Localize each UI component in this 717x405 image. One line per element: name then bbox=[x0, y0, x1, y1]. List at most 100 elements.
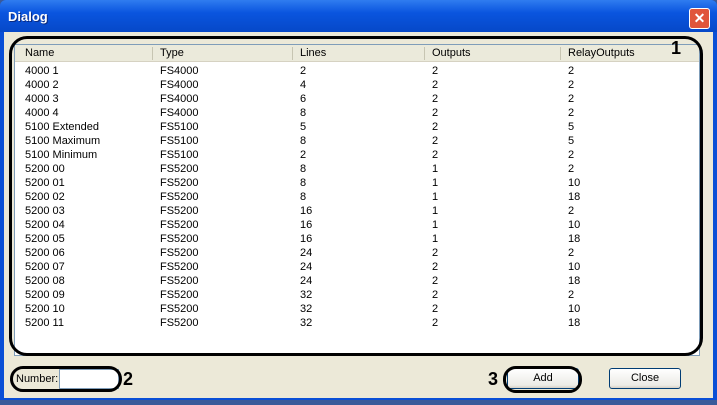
annotation-number-1: 1 bbox=[671, 38, 682, 58]
table-row[interactable]: 4000 3 FS4000 6 2 2 bbox=[15, 93, 699, 107]
cell-lines: 32 bbox=[300, 317, 313, 329]
cell-type: FS4000 bbox=[160, 93, 199, 105]
cell-lines: 8 bbox=[300, 177, 307, 189]
table-row[interactable]: 4000 2 FS4000 4 2 2 bbox=[15, 79, 699, 93]
table-row[interactable]: 5200 03 FS5200 16 1 2 bbox=[15, 205, 699, 219]
cell-lines: 32 bbox=[300, 303, 313, 315]
cell-lines: 24 bbox=[300, 247, 313, 259]
column-separator[interactable] bbox=[292, 47, 293, 60]
cell-name: 5100 Minimum bbox=[25, 149, 98, 161]
cell-lines: 4 bbox=[300, 79, 307, 91]
cell-outputs: 2 bbox=[432, 317, 439, 329]
cell-name: 4000 1 bbox=[25, 65, 59, 77]
cell-relayoutputs: 2 bbox=[568, 79, 575, 91]
table-row[interactable]: 5200 02 FS5200 8 1 18 bbox=[15, 191, 699, 205]
cell-relayoutputs: 2 bbox=[568, 65, 575, 77]
column-separator[interactable] bbox=[152, 47, 153, 60]
add-button[interactable]: Add bbox=[507, 368, 579, 389]
cell-relayoutputs: 18 bbox=[568, 233, 581, 245]
cell-relayoutputs: 5 bbox=[568, 121, 575, 133]
list-header: Name Type Lines Outputs RelayOutputs bbox=[15, 45, 701, 62]
cell-lines: 5 bbox=[300, 121, 307, 133]
table-row[interactable]: 5200 09 FS5200 32 2 2 bbox=[15, 289, 699, 303]
cell-type: FS5200 bbox=[160, 191, 199, 203]
cell-name: 5100 Maximum bbox=[25, 135, 101, 147]
column-separator[interactable] bbox=[560, 47, 561, 60]
number-label: Number: bbox=[16, 373, 59, 385]
number-input[interactable] bbox=[59, 369, 119, 389]
table-row[interactable]: 5200 10 FS5200 32 2 10 bbox=[15, 303, 699, 317]
close-button[interactable]: Close bbox=[609, 368, 681, 389]
cell-relayoutputs: 5 bbox=[568, 135, 575, 147]
device-types-list[interactable]: Name Type Lines Outputs RelayOutputs 4000 1 F… bbox=[14, 44, 701, 356]
cell-lines: 24 bbox=[300, 261, 313, 273]
cell-name: 5200 01 bbox=[25, 177, 65, 189]
cell-name: 4000 2 bbox=[25, 79, 59, 91]
cell-relayoutputs: 10 bbox=[568, 261, 581, 273]
close-x-icon[interactable]: ✕ bbox=[689, 8, 710, 29]
cell-type: FS5200 bbox=[160, 205, 199, 217]
column-header-outputs[interactable]: Outputs bbox=[432, 47, 471, 59]
cell-lines: 16 bbox=[300, 219, 313, 231]
cell-type: FS5200 bbox=[160, 303, 199, 315]
cell-name: 5200 11 bbox=[25, 317, 64, 329]
cell-outputs: 1 bbox=[432, 163, 439, 175]
cell-type: FS5200 bbox=[160, 247, 199, 259]
cell-name: 5200 04 bbox=[25, 219, 65, 231]
table-row[interactable]: 5200 11 FS5200 32 2 18 bbox=[15, 317, 699, 331]
table-row[interactable]: 5200 01 FS5200 8 1 10 bbox=[15, 177, 699, 191]
cell-type: FS5200 bbox=[160, 177, 199, 189]
column-header-name[interactable]: Name bbox=[25, 47, 55, 59]
table-row[interactable]: 5100 Extended FS5100 5 2 5 bbox=[15, 121, 699, 135]
cell-name: 5200 05 bbox=[25, 233, 65, 245]
cell-relayoutputs: 2 bbox=[568, 149, 575, 161]
table-row[interactable]: 5200 00 FS5200 8 1 2 bbox=[15, 163, 699, 177]
cell-outputs: 2 bbox=[432, 93, 439, 105]
cell-name: 5200 02 bbox=[25, 191, 65, 203]
cell-lines: 16 bbox=[300, 205, 313, 217]
cell-relayoutputs: 18 bbox=[568, 317, 581, 329]
cell-relayoutputs: 10 bbox=[568, 177, 581, 189]
column-header-type[interactable]: Type bbox=[160, 47, 184, 59]
cell-name: 5200 06 bbox=[25, 247, 65, 259]
cell-outputs: 2 bbox=[432, 65, 439, 77]
table-row[interactable]: 5200 05 FS5200 16 1 18 bbox=[15, 233, 699, 247]
cell-lines: 8 bbox=[300, 107, 307, 119]
cell-relayoutputs: 2 bbox=[568, 247, 575, 259]
cell-outputs: 1 bbox=[432, 177, 439, 189]
cell-lines: 6 bbox=[300, 93, 307, 105]
cell-type: FS5200 bbox=[160, 317, 199, 329]
table-row[interactable]: 4000 1 FS4000 2 2 2 bbox=[15, 65, 699, 79]
cell-type: FS4000 bbox=[160, 107, 199, 119]
cell-name: 4000 4 bbox=[25, 107, 59, 119]
cell-type: FS5100 bbox=[160, 149, 199, 161]
table-row[interactable]: 5200 08 FS5200 24 2 18 bbox=[15, 275, 699, 289]
cell-relayoutputs: 2 bbox=[568, 107, 575, 119]
cell-relayoutputs: 2 bbox=[568, 205, 575, 217]
table-row[interactable]: 5200 07 FS5200 24 2 10 bbox=[15, 261, 699, 275]
cell-outputs: 2 bbox=[432, 275, 439, 287]
table-row[interactable]: 5200 04 FS5200 16 1 10 bbox=[15, 219, 699, 233]
cell-type: FS5200 bbox=[160, 163, 199, 175]
cell-outputs: 2 bbox=[432, 149, 439, 161]
annotation-number-2: 2 bbox=[123, 369, 134, 389]
cell-type: FS5200 bbox=[160, 233, 199, 245]
cell-name: 5100 Extended bbox=[25, 121, 100, 133]
cell-lines: 32 bbox=[300, 289, 313, 301]
cell-relayoutputs: 18 bbox=[568, 275, 581, 287]
cell-lines: 8 bbox=[300, 135, 307, 147]
cell-type: FS5100 bbox=[160, 121, 199, 133]
column-separator[interactable] bbox=[700, 47, 701, 60]
column-header-relayoutputs[interactable]: RelayOutputs bbox=[568, 47, 635, 59]
cell-type: FS4000 bbox=[160, 79, 199, 91]
table-row[interactable]: 4000 4 FS4000 8 2 2 bbox=[15, 107, 699, 121]
cell-type: FS5200 bbox=[160, 289, 199, 301]
table-row[interactable]: 5200 06 FS5200 24 2 2 bbox=[15, 247, 699, 261]
column-separator[interactable] bbox=[424, 47, 425, 60]
table-row[interactable]: 5100 Maximum FS5100 8 2 5 bbox=[15, 135, 699, 149]
column-header-lines[interactable]: Lines bbox=[300, 47, 327, 59]
title-bar: Dialog ✕ bbox=[0, 0, 717, 32]
cell-outputs: 1 bbox=[432, 219, 439, 231]
table-row[interactable]: 5100 Minimum FS5100 2 2 2 bbox=[15, 149, 699, 163]
cell-name: 5200 03 bbox=[25, 205, 65, 217]
